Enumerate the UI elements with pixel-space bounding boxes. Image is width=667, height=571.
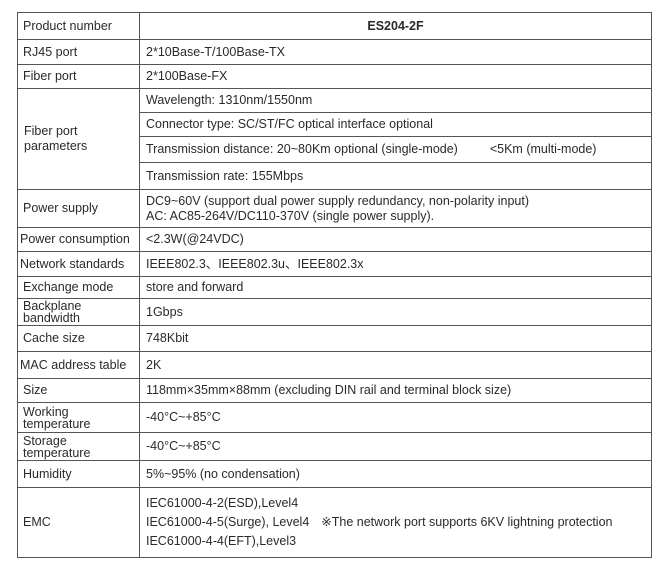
label-emc: EMC: [17, 487, 140, 558]
label-product-number: Product number: [17, 12, 140, 40]
working-temp-value: -40°C~+85°C: [139, 402, 652, 433]
fiber-distance: Transmission distance: 20~80Km optional …: [139, 136, 652, 163]
spec-table: Product number ES204-2F RJ45 port 2*10Ba…: [17, 12, 652, 558]
emc-note: ※The network port supports 6KV lightning…: [321, 515, 613, 529]
row-fiber-port: Fiber port 2*100Base-FX: [17, 64, 652, 89]
row-rj45: RJ45 port 2*10Base-T/100Base-TX: [17, 39, 652, 65]
row-power-supply: Power supply DC9~60V (support dual power…: [17, 189, 652, 228]
distance-multi: <5Km (multi-mode): [489, 142, 597, 156]
label-cache: Cache size: [17, 325, 140, 352]
storage-temp-value: -40°C~+85°C: [139, 432, 652, 461]
row-storage-temp: Storage temperature -40°C~+85°C: [17, 432, 652, 461]
fiber-wavelength: Wavelength: 1310nm/1550nm: [139, 88, 652, 113]
row-humidity: Humidity 5%~95% (no condensation): [17, 460, 652, 488]
row-fiber-rate: Transmission rate: 155Mbps: [18, 162, 652, 190]
label-power-supply: Power supply: [17, 189, 140, 228]
row-power-consumption: Power consumption <2.3W(@24VDC): [17, 227, 652, 252]
row-working-temp: Working temperature -40°C~+85°C: [17, 402, 652, 433]
label-size: Size: [17, 378, 140, 403]
label-rj45: RJ45 port: [17, 39, 140, 65]
row-fiber-connector: Connector type: SC/ST/FC optical interfa…: [18, 112, 652, 137]
fiber-rate: Transmission rate: 155Mbps: [139, 162, 652, 190]
emc-line1: IEC61000-4-2(ESD),Level4: [146, 496, 299, 510]
fiber-port-value: 2*100Base-FX: [139, 64, 652, 89]
label-mac: MAC address table: [17, 351, 140, 379]
label-working-temp: Working temperature: [17, 402, 140, 433]
label-power-consumption: Power consumption: [17, 227, 140, 252]
fiber-connector: Connector type: SC/ST/FC optical interfa…: [139, 112, 652, 137]
row-fiber-distance: Transmission distance: 20~80Km optional …: [18, 136, 652, 163]
row-fiber-wavelength: Fiber port parameters Wavelength: 1310nm…: [17, 88, 652, 190]
power-consumption-value: <2.3W(@24VDC): [139, 227, 652, 252]
backplane-value: 1Gbps: [139, 298, 652, 326]
row-cache: Cache size 748Kbit: [17, 325, 652, 352]
row-backplane: Backplane bandwidth 1Gbps: [17, 298, 652, 326]
row-mac: MAC address table 2K: [17, 351, 652, 379]
product-number-value: ES204-2F: [139, 12, 652, 40]
power-supply-line2: AC: AC85-264V/DC110-370V (single power s…: [146, 208, 435, 223]
row-emc: EMC IEC61000-4-2(ESD),Level4 IEC61000-4-…: [17, 487, 652, 558]
label-backplane: Backplane bandwidth: [17, 298, 140, 326]
humidity-value: 5%~95% (no condensation): [139, 460, 652, 488]
row-exchange-mode: Exchange mode store and forward: [17, 276, 652, 299]
row-product-number: Product number ES204-2F: [17, 12, 652, 40]
label-fiber-params: Fiber port parameters: [17, 88, 140, 190]
label-storage-temp: Storage temperature: [17, 432, 140, 461]
power-supply-line1: DC9~60V (support dual power supply redun…: [146, 193, 529, 208]
emc-line2: IEC61000-4-5(Surge), Level4 ※The network …: [146, 513, 651, 532]
rj45-value: 2*10Base-T/100Base-TX: [139, 39, 652, 65]
power-supply-value: DC9~60V (support dual power supply redun…: [139, 189, 652, 228]
cache-value: 748Kbit: [139, 325, 652, 352]
distance-single: Transmission distance: 20~80Km optional …: [146, 142, 458, 156]
exchange-mode-value: store and forward: [139, 276, 652, 299]
label-fiber-port: Fiber port: [17, 64, 140, 89]
emc-line3: IEC61000-4-4(EFT),Level3: [146, 534, 297, 548]
label-network-standards: Network standards: [17, 251, 140, 277]
label-humidity: Humidity: [17, 460, 140, 488]
row-network-standards: Network standards IEEE802.3、IEEE802.3u、I…: [17, 251, 652, 277]
size-value: 118mm×35mm×88mm (excluding DIN rail and …: [139, 378, 652, 403]
row-size: Size 118mm×35mm×88mm (excluding DIN rail…: [17, 378, 652, 403]
emc-surge: IEC61000-4-5(Surge), Level4: [146, 515, 310, 529]
mac-value: 2K: [139, 351, 652, 379]
label-exchange-mode: Exchange mode: [17, 276, 140, 299]
network-standards-value: IEEE802.3、IEEE802.3u、IEEE802.3x: [139, 251, 652, 277]
emc-value: IEC61000-4-2(ESD),Level4 IEC61000-4-5(Su…: [139, 487, 652, 558]
